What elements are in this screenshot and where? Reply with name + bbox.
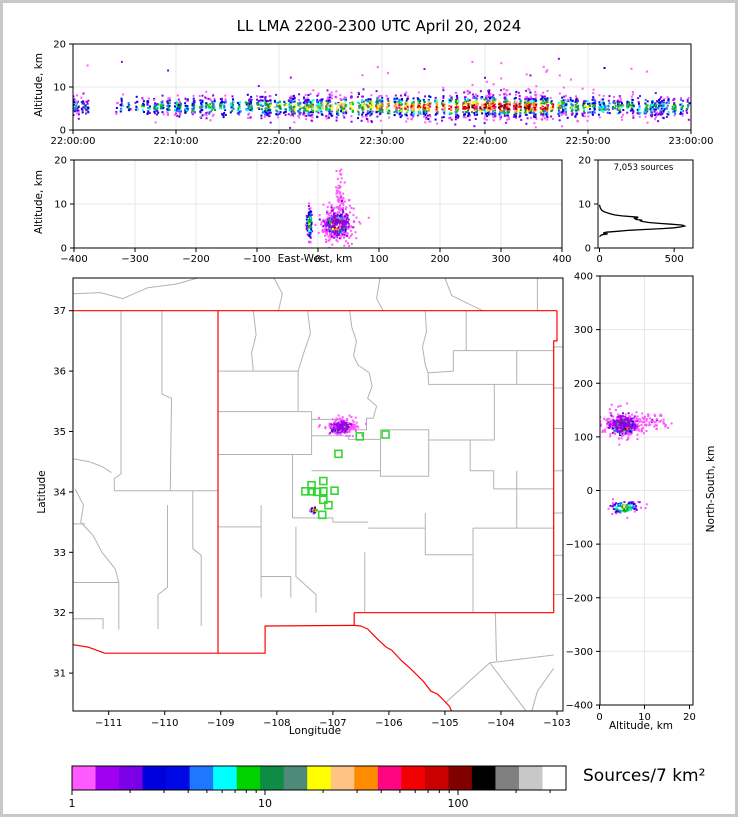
svg-text:500: 500 xyxy=(665,254,684,265)
svg-text:−107: −107 xyxy=(319,718,346,729)
colorbar: 1 10 100 xyxy=(69,765,567,810)
time-height-panel: 22:00:00 22:10:00 22:20:00 22:30:00 22:40:00… xyxy=(51,40,714,148)
svg-text:−200: −200 xyxy=(182,254,209,265)
svg-text:0: 0 xyxy=(596,254,602,265)
svg-text:−111: −111 xyxy=(95,718,122,729)
plot-canvas: 22:00:00 22:10:00 22:20:00 22:30:00 22:40:00… xyxy=(51,40,714,811)
map-y-axis-label: Latitude xyxy=(36,470,48,514)
svg-text:35: 35 xyxy=(53,427,66,438)
svg-text:300: 300 xyxy=(491,254,510,265)
svg-text:−100: −100 xyxy=(243,254,270,265)
svg-text:200: 200 xyxy=(430,254,449,265)
ew-altitude-panel: −400 −300 −200 −100 0 100 200 300 400 0 10 20 xyxy=(54,156,571,266)
svg-text:10: 10 xyxy=(54,200,67,211)
svg-text:22:30:00: 22:30:00 xyxy=(360,136,405,147)
lma-station-marker xyxy=(324,500,333,510)
svg-text:−105: −105 xyxy=(431,718,458,729)
svg-text:36: 36 xyxy=(53,367,66,378)
svg-text:−106: −106 xyxy=(375,718,402,729)
time-panel-y-axis-label: Altitude, km xyxy=(33,53,45,118)
colorbar-label: Sources/7 km² xyxy=(583,766,706,786)
svg-text:37: 37 xyxy=(53,306,66,317)
svg-text:32: 32 xyxy=(53,608,66,619)
svg-text:−104: −104 xyxy=(487,718,514,729)
map-panel: −111 −110 −109 −108 −107 −106 −105 −104 −103 31 32… xyxy=(53,277,571,729)
svg-text:20: 20 xyxy=(53,40,66,51)
lma-station-marker xyxy=(312,487,322,497)
svg-text:−103: −103 xyxy=(543,718,570,729)
lma-station-marker xyxy=(307,486,316,496)
svg-text:−108: −108 xyxy=(263,718,290,729)
histogram-total-sources-annotation: 7,053 sources xyxy=(613,163,674,173)
lma-station-marker xyxy=(381,430,390,439)
ew-panel-x-axis-label: East-West, km xyxy=(277,253,353,265)
lma-station-marker xyxy=(317,510,327,520)
svg-text:20: 20 xyxy=(578,156,591,167)
lma-station-marker xyxy=(319,495,328,505)
svg-text:22:10:00: 22:10:00 xyxy=(154,136,199,147)
ns-panel-x-axis-label: Altitude, km xyxy=(608,720,673,732)
svg-text:−400: −400 xyxy=(60,254,87,265)
svg-text:−300: −300 xyxy=(121,254,148,265)
svg-text:31: 31 xyxy=(53,669,66,680)
svg-text:−110: −110 xyxy=(151,718,178,729)
lma-station-marker xyxy=(330,486,339,495)
svg-text:23:00:00: 23:00:00 xyxy=(669,136,714,147)
svg-text:22:40:00: 22:40:00 xyxy=(463,136,508,147)
svg-text:100: 100 xyxy=(369,254,388,265)
svg-text:33: 33 xyxy=(53,548,66,559)
svg-text:10: 10 xyxy=(578,200,591,211)
lma-station-marker xyxy=(334,449,343,459)
svg-text:400: 400 xyxy=(552,254,571,265)
svg-text:22:20:00: 22:20:00 xyxy=(257,136,302,147)
lma-station-marker xyxy=(301,486,310,496)
svg-text:0: 0 xyxy=(60,126,66,137)
svg-text:34: 34 xyxy=(53,487,66,498)
ew-panel-y-axis-label: Altitude, km xyxy=(33,170,45,235)
svg-text:0: 0 xyxy=(61,244,67,255)
map-x-axis-label: Longitude xyxy=(288,725,342,737)
svg-text:22:50:00: 22:50:00 xyxy=(566,136,611,147)
lma-station-marker xyxy=(307,480,316,490)
ns-panel-y-axis-label: North-South, km xyxy=(705,445,717,533)
svg-text:−109: −109 xyxy=(207,718,234,729)
svg-text:22:00:00: 22:00:00 xyxy=(51,136,96,147)
lma-station-marker xyxy=(319,486,328,496)
svg-text:0: 0 xyxy=(585,244,591,255)
svg-text:20: 20 xyxy=(54,156,67,167)
svg-text:10: 10 xyxy=(53,83,66,94)
figure-title: LL LMA 2200-2300 UTC April 20, 2024 xyxy=(236,17,522,35)
altitude-histogram-panel: 0 500 0 10 20 xyxy=(578,156,694,265)
lma-station-marker xyxy=(319,476,328,486)
svg-text:0: 0 xyxy=(315,254,321,265)
lma-station-marker xyxy=(355,432,365,441)
